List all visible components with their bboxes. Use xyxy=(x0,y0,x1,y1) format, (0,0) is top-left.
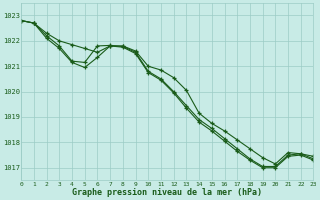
X-axis label: Graphe pression niveau de la mer (hPa): Graphe pression niveau de la mer (hPa) xyxy=(72,188,262,197)
